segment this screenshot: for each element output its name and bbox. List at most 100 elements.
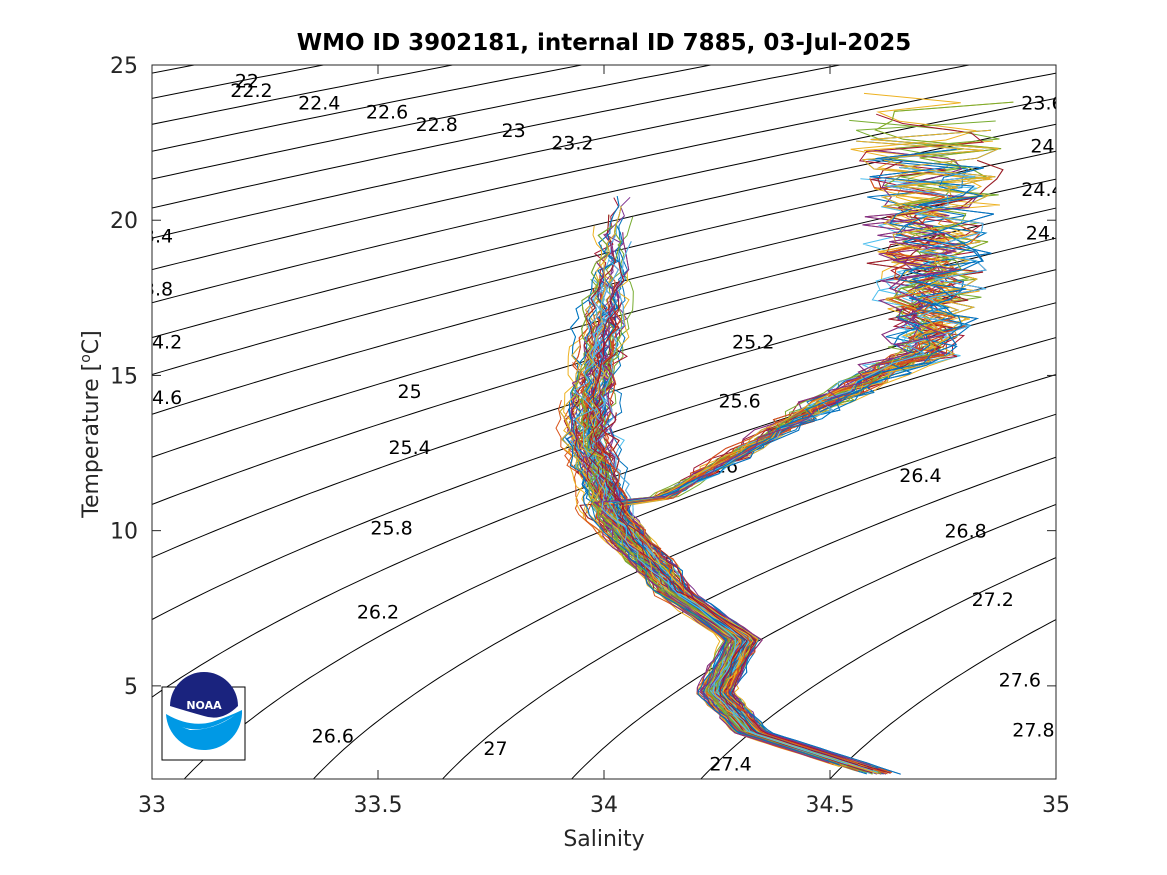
y-axis-label: Temperature [oC]: [78, 330, 104, 518]
profile-line: [600, 307, 957, 766]
density-contour-label: 25.6: [718, 390, 760, 412]
y-axis-label-unit: C]: [79, 330, 104, 354]
x-tick-label: 34.5: [806, 793, 855, 818]
y-axis-label-main: Temperature [: [79, 363, 104, 519]
density-contour-line: [152, 97, 1056, 304]
profile-line: [606, 140, 991, 775]
profile-line: [601, 289, 871, 766]
x-tick-label: 34: [590, 793, 618, 818]
profile-line: [611, 166, 995, 766]
x-axis-label: Salinity: [563, 827, 644, 852]
density-contour-label: 22.4: [298, 92, 340, 114]
density-contour-label: 22.8: [416, 114, 458, 136]
profile-line: [613, 233, 958, 771]
density-contour-label: 23.4: [131, 226, 173, 248]
density-contour-label: 22.6: [366, 102, 408, 124]
density-contour-line: [152, 65, 972, 239]
density-contour-label: 27.4: [709, 753, 751, 775]
profile-line: [613, 101, 1014, 773]
density-contour-line: [312, 413, 1056, 779]
density-contour-label: 22: [235, 71, 259, 93]
x-tick-label: 33: [138, 793, 166, 818]
density-contour-label: 23: [502, 120, 526, 142]
density-contour-label: 27.8: [1012, 719, 1054, 741]
density-contour-line: [152, 65, 714, 180]
profile-line: [600, 307, 957, 766]
profile-line: [588, 299, 874, 771]
density-contour-line: [152, 337, 1056, 698]
y-tick-label: 25: [110, 54, 138, 79]
profile-line: [600, 216, 887, 772]
y-axis-label-degree: o: [78, 354, 94, 363]
density-contour-label: 23.2: [551, 133, 593, 155]
density-contour-label: 24.6: [140, 387, 182, 409]
density-contour-line: [441, 456, 1056, 779]
density-contour-label: 22.2: [230, 80, 272, 102]
profile-line: [613, 101, 1014, 773]
profile-line: [579, 160, 975, 765]
profile-line: [601, 412, 885, 772]
density-contour-line: [0, 3, 144, 841]
profile-line: [579, 205, 878, 774]
density-contour-line: [0, 3, 15, 841]
profile-line: [600, 307, 957, 766]
density-contour-label: 24.8: [1026, 223, 1068, 245]
axis-ticks: 33 33.5 34 34.5 35 5 10 15 20 25: [110, 54, 1070, 818]
density-contour-label: 26.6: [312, 726, 354, 748]
profile-line: [591, 223, 881, 773]
density-contour-label: 25.4: [388, 437, 430, 459]
profile-line: [583, 309, 858, 764]
noaa-logo-blue-wave: [166, 710, 243, 751]
density-contour-line: [700, 557, 1056, 779]
x-tick-label: 35: [1042, 793, 1070, 818]
density-contour-label: 23.6: [1021, 92, 1063, 114]
x-tick-label: 33.5: [354, 793, 403, 818]
profile-line: [612, 159, 1004, 772]
noaa-logo-text: NOAA: [186, 699, 222, 712]
density-contour-label: 26.8: [944, 521, 986, 543]
noaa-logo-gull: [182, 715, 235, 730]
profile-line: [613, 233, 958, 771]
noaa-logo-navy-half: [170, 672, 238, 718]
density-contour-line: [152, 237, 1056, 505]
density-contour-label: 23.8: [131, 279, 173, 301]
density-contour-line: [152, 65, 843, 209]
density-contour-line: [152, 72, 1056, 271]
density-contour-label: 27: [483, 738, 507, 760]
density-contour-label: 24.2: [140, 331, 182, 353]
y-tick-label: 20: [110, 209, 138, 234]
profile-line: [628, 306, 972, 769]
y-tick-label: 10: [110, 520, 138, 545]
density-contour-line: [152, 207, 1056, 458]
density-contour-line: [152, 302, 1056, 621]
float-profiles: [555, 92, 1014, 775]
density-contour-label: 25: [398, 381, 422, 403]
profile-line: [592, 231, 957, 765]
density-contour-label: 24.4: [1021, 179, 1063, 201]
profile-line: [579, 160, 975, 765]
profile-line: [565, 437, 840, 766]
density-contour-label: 24: [1030, 136, 1054, 158]
density-contour-line: [571, 503, 1056, 779]
profile-line: [573, 259, 848, 765]
density-contour-label: 27.6: [999, 670, 1041, 692]
density-contour-line: [829, 618, 1056, 779]
density-contour-label: 26.2: [357, 601, 399, 623]
profile-line: [612, 159, 1004, 772]
profile-line: [606, 140, 991, 775]
y-tick-label: 15: [110, 364, 138, 389]
profile-line: [619, 215, 992, 775]
density-contour-line: [152, 269, 1056, 559]
profile-line: [613, 233, 958, 771]
density-contour-line: [152, 65, 456, 125]
y-tick-label: 5: [124, 675, 138, 700]
density-contour-label: 25.2: [732, 331, 774, 353]
profile-line: [591, 223, 881, 773]
density-contour-line: [183, 374, 1056, 779]
profile-line: [616, 120, 996, 770]
chart-title: WMO ID 3902181, internal ID 7885, 03-Jul…: [297, 30, 912, 56]
density-contour-label: 27.2: [972, 589, 1014, 611]
noaa-logo: NOAA: [161, 672, 246, 761]
